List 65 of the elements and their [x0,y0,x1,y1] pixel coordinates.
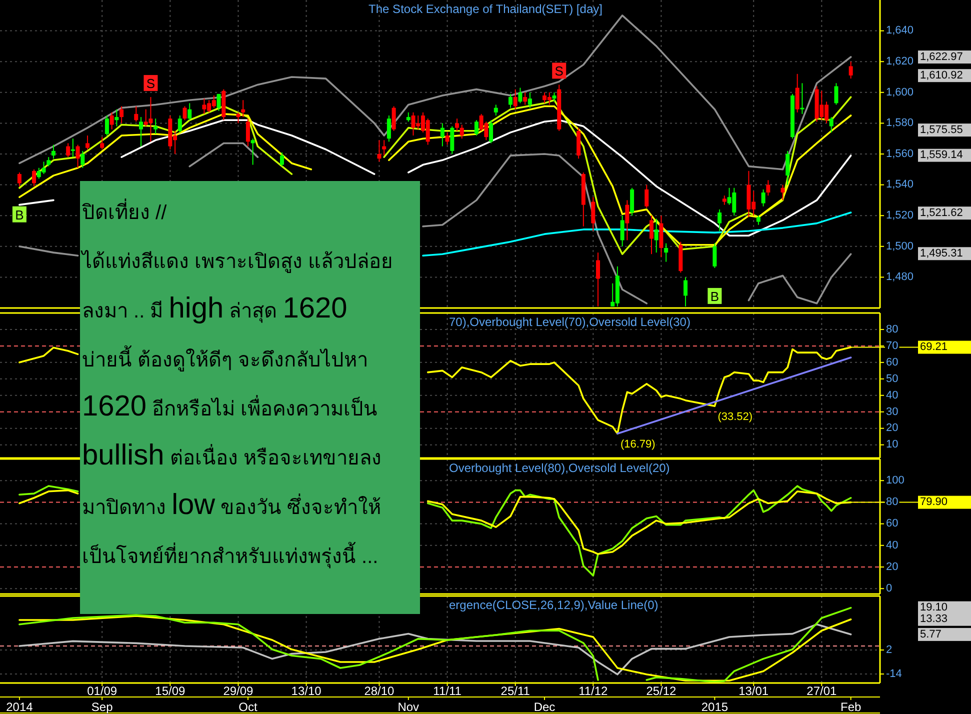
chart-title: ergence(CLOSE,26,12,9),Value Line(0) [449,598,658,612]
y-tick-label: 80 [886,323,898,336]
x2-tick-label: Nov [398,700,420,714]
y-tick-label: 1,580 [886,117,914,130]
x-tick-label: 13/10 [291,684,322,698]
note: ปิดเที่ยง // ได้แท่งสีแดง เพราะเปิดสูง แล้วปล่อย ลงมา .. มี high ล่าสุด 1620 บ่ายนี้ ต้องดูให้ดีๆ จะดึงกลับไปหา 1620 อีกหรือไม่ เพื่อคงความเป็น bullish ต่อเนื่อง หรือจะเทขายลง มาปิดทาง low ของวัน ซึ่งจะทำให้ เป็นโจทย์ที่ยากสำหรับแท่งพรุ่งนี้ ... [80,181,420,614]
y-tick-label: 60 [886,518,898,530]
annotation: (16.79) [620,438,656,451]
x-tick-label: 11/11 [433,684,462,698]
x2-tick-label: Feb [840,700,862,714]
y-tick-label: 30 [886,406,898,418]
y-tick-label: 100 [886,474,904,487]
x2-tick-label: 2014 [6,700,34,714]
y-tick-label: 1,560 [886,148,914,160]
chart-title: The Stock Exchange of Thailand(SET) [day] [368,2,602,16]
y-tick-label: 50 [886,372,898,385]
y-tick-label: 1,500 [886,240,914,252]
y-tick-label: 1,640 [886,24,914,37]
x-tick-label: 25/12 [646,684,677,698]
y-tick-label: -14 [886,668,902,680]
y-tick-label: 20 [886,560,898,573]
y2-tick-label: 1,521.62 [920,207,963,220]
x2-tick-label: Dec [534,700,556,714]
y2-tick-label: 1,622.97 [920,50,963,63]
y-tick-label: 1,540 [886,178,914,191]
x-tick-label: 11/12 [578,684,608,698]
y-tick-label: 10 [886,438,898,451]
y-tick-label: 1,620 [886,56,914,68]
y2-tick-label: 1,559.14 [920,149,963,162]
y2-tick-label: 1,610.92 [920,69,963,82]
x-tick-label: 15/09 [155,684,186,698]
chart-title: Overbought Level(80),Oversold Level(20) [449,461,670,475]
y2-tick-label: 5.77 [920,628,942,640]
annotation: S [554,64,564,79]
annotation: B [710,288,720,304]
y2-tick-label: 19.10 [920,602,948,614]
y2-tick-label: 1,575.55 [920,124,963,136]
y-tick-label: 2 [886,644,892,656]
y-tick-label: 1,480 [886,271,914,284]
annotation: S [146,76,156,92]
x-tick-label: 27/01 [806,684,837,698]
x2-tick-label: 2015 [701,700,728,714]
annotation: 69.21 [920,341,948,354]
y2-tick-label: 13.33 [920,613,948,626]
y-tick-label: 40 [886,539,898,552]
chart-title: 70),Overbought Level(70),Oversold Level(30) [449,315,690,329]
x-tick-label: 13/01 [738,684,769,698]
y-tick-label: 1,520 [886,210,914,222]
annotation: (33.52) [718,411,753,424]
y-tick-label: 20 [886,422,898,434]
y-tick-label: 70 [886,340,898,352]
annotation: B [15,207,24,222]
y-tick-label: 0 [886,582,892,595]
y-tick-label: 60 [886,356,898,368]
x-tick-label: 29/09 [223,684,254,698]
x-tick-label: 28/10 [364,684,395,698]
x-tick-label: 01/09 [87,684,118,698]
annotation: 79.90 [920,496,948,508]
x2-tick-label: Oct [238,700,258,714]
y-tick-label: 40 [886,389,898,402]
y2-tick-label: 1,495.31 [920,248,963,260]
y-tick-label: 1,600 [886,86,914,98]
x-tick-label: 25/11 [500,684,530,698]
y-tick-label: 80 [886,496,898,508]
x2-tick-label: Sep [91,700,114,714]
